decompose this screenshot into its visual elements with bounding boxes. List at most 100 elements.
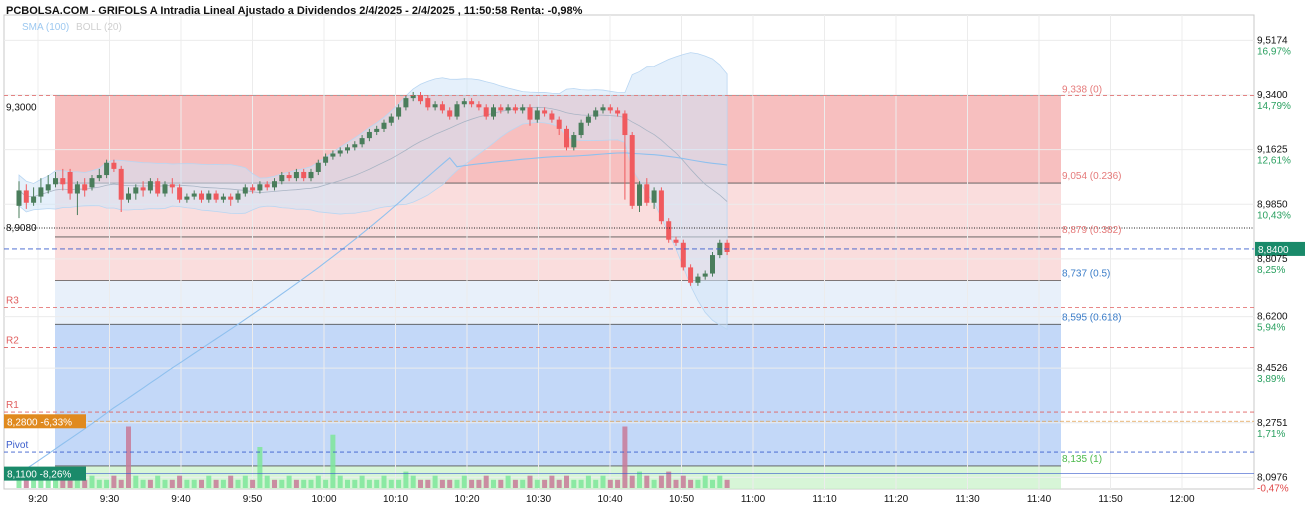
candle xyxy=(403,95,409,111)
candle-body xyxy=(162,184,168,194)
candle-body xyxy=(578,122,584,136)
volume-bar xyxy=(301,479,307,488)
candle-body xyxy=(308,171,314,179)
candle-body xyxy=(315,162,321,172)
candle-body xyxy=(710,255,715,274)
candle xyxy=(184,193,190,203)
volume-bar xyxy=(323,479,329,488)
candle xyxy=(169,178,175,194)
candle xyxy=(16,181,22,219)
candle-body xyxy=(469,101,475,105)
x-tick-label: 9:20 xyxy=(28,494,48,505)
volume-bar xyxy=(126,426,131,488)
candle-body xyxy=(520,107,526,111)
volume-bar xyxy=(74,479,80,488)
candle-body xyxy=(31,196,37,203)
candle-body xyxy=(461,101,467,105)
volume-bar xyxy=(403,471,409,488)
y-tick-price: 8,2751 xyxy=(1257,418,1288,429)
candle-body xyxy=(476,104,482,108)
candle xyxy=(177,184,183,203)
volume-bar xyxy=(498,479,504,488)
volume-bar xyxy=(637,471,642,488)
candle-body xyxy=(279,175,285,182)
candle xyxy=(381,119,387,132)
volume-bar xyxy=(410,475,416,488)
volume-bar xyxy=(111,475,117,488)
fib-level-label: 8,879 (0.382) xyxy=(1062,225,1122,236)
candle xyxy=(272,178,277,191)
current-price-tag: 8,8400 xyxy=(1255,241,1305,256)
left-price-tag: 9,3000 xyxy=(6,102,37,113)
candle-body xyxy=(439,104,445,111)
candle-body xyxy=(104,162,110,176)
bollinger-legend-label[interactable]: BOLL (20) xyxy=(76,22,122,33)
candle xyxy=(615,107,621,117)
candle xyxy=(666,218,672,243)
candle-body xyxy=(418,95,423,102)
x-tick-label: 9:50 xyxy=(243,494,263,505)
candle xyxy=(242,184,248,197)
volume-bar xyxy=(556,479,562,488)
candle-body xyxy=(126,193,131,200)
candle xyxy=(527,104,533,126)
candle-body xyxy=(257,184,263,191)
candle-body xyxy=(228,196,234,200)
candle-body xyxy=(147,181,153,191)
volume-bar xyxy=(257,447,263,488)
candle-body xyxy=(118,168,124,200)
fib-level-label: 9,338 (0) xyxy=(1062,85,1102,96)
volume-bar xyxy=(688,479,694,488)
volume-bar xyxy=(666,471,672,488)
volume-bar xyxy=(337,475,343,488)
candle-body xyxy=(658,190,664,222)
candle-body xyxy=(220,196,226,200)
candle xyxy=(374,125,380,136)
candle xyxy=(155,178,161,197)
volume-bar xyxy=(272,479,277,488)
volume-bar xyxy=(315,475,321,488)
candle-body xyxy=(323,156,329,163)
volume-bar xyxy=(250,479,256,488)
candle-body xyxy=(637,184,642,206)
candle xyxy=(688,264,694,286)
candle xyxy=(206,190,212,203)
price-tag-text: 8,8400 xyxy=(1258,245,1289,256)
sma-legend-label[interactable]: SMA (100) xyxy=(22,22,70,33)
volume-bar xyxy=(724,479,730,488)
candle-body xyxy=(403,98,409,108)
volume-bar xyxy=(104,479,110,488)
volume-bar xyxy=(680,475,686,488)
candle-body xyxy=(345,147,350,151)
candle xyxy=(425,95,431,111)
candle-body xyxy=(695,276,701,283)
candle-body xyxy=(191,193,197,197)
y-tick-percent: 3,89% xyxy=(1257,374,1285,385)
candle-body xyxy=(82,184,88,191)
volume-bar xyxy=(293,479,299,488)
candle xyxy=(680,239,686,271)
volume-bar xyxy=(38,479,44,488)
candle-body xyxy=(155,181,161,194)
candle xyxy=(593,107,599,120)
volume-bar xyxy=(527,475,533,488)
candle xyxy=(571,131,577,151)
volume-bar xyxy=(53,479,58,488)
y-tick-price: 8,6200 xyxy=(1257,312,1288,323)
candle-body xyxy=(45,184,51,191)
volume-bar xyxy=(717,475,723,488)
volume-bar xyxy=(31,479,37,488)
volume-bar xyxy=(60,479,66,488)
volume-bar xyxy=(673,479,679,488)
candle-body xyxy=(593,110,599,117)
volume-bar xyxy=(206,475,212,488)
candle-body xyxy=(330,153,336,157)
volume-bar xyxy=(345,479,350,488)
volume-bar xyxy=(16,475,22,488)
candle-body xyxy=(724,242,730,252)
candle-body xyxy=(425,98,431,108)
y-tick-percent: 8,25% xyxy=(1257,265,1285,276)
candle xyxy=(323,153,329,166)
candle-body xyxy=(571,135,577,148)
candle-body xyxy=(600,107,606,111)
